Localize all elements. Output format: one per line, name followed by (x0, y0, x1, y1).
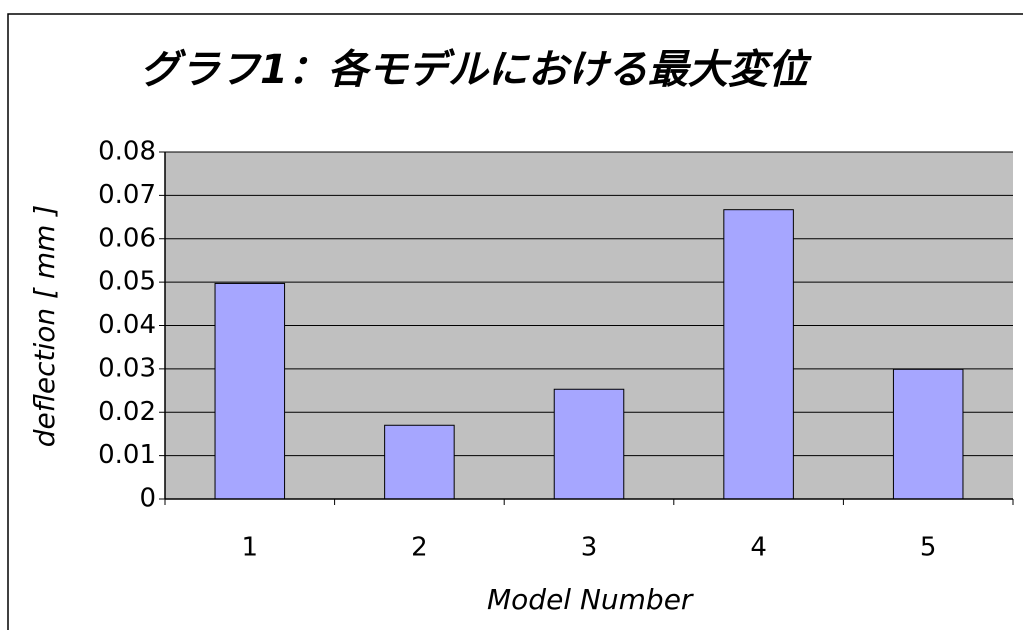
y-axis-label: deflection [ mm ] (28, 205, 61, 447)
chart-title: グラフ1：各モデルにおける最大変位 (140, 47, 812, 93)
x-tick-label: 3 (581, 533, 598, 563)
bar (892, 368, 964, 500)
x-tick-label: 1 (242, 533, 259, 563)
x-tick-label: 4 (750, 533, 767, 563)
bar (214, 282, 286, 500)
y-tick-label: 0.06 (98, 223, 156, 253)
y-tick-label: 0 (139, 484, 156, 514)
y-tick-label: 0.05 (98, 267, 156, 297)
y-tick-label: 0.04 (98, 310, 156, 340)
y-tick-label: 0.02 (98, 397, 156, 427)
bar (384, 424, 455, 500)
x-axis-label: Model Number (487, 583, 694, 616)
y-tick-label: 0.08 (98, 137, 156, 167)
y-tick-label: 0.07 (98, 180, 156, 210)
y-tick-label: 0.01 (98, 440, 156, 470)
bar (553, 388, 625, 500)
x-tick-label: 2 (411, 533, 428, 563)
y-tick-label: 0.03 (98, 353, 156, 383)
x-tick-label: 5 (920, 533, 937, 563)
bar (723, 209, 794, 500)
